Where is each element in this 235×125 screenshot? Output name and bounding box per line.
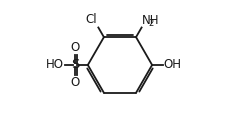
Text: OH: OH — [164, 58, 182, 71]
Text: Cl: Cl — [86, 13, 97, 26]
Text: NH: NH — [142, 14, 160, 27]
Text: O: O — [71, 76, 80, 89]
Text: HO: HO — [46, 58, 64, 71]
Text: 2: 2 — [149, 19, 154, 28]
Text: S: S — [71, 58, 80, 71]
Text: O: O — [71, 41, 80, 54]
